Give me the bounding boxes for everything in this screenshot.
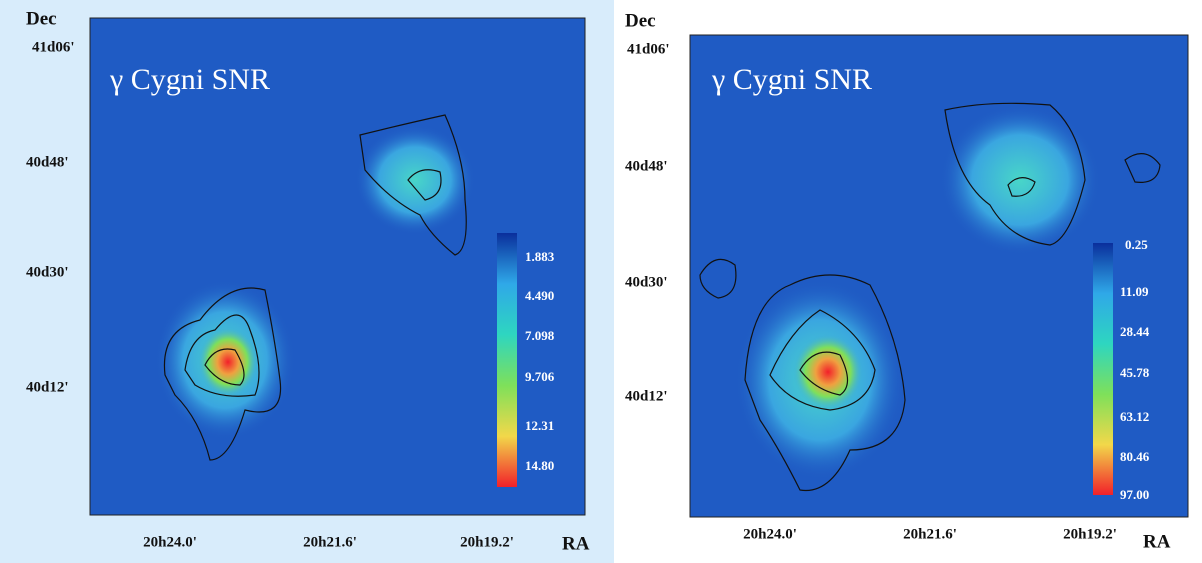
contour: [163, 287, 282, 461]
contour: [184, 314, 260, 397]
contour: [744, 274, 906, 492]
ra-label: RA: [562, 533, 590, 554]
left-panel: Dec RA γ Cygni SNR 41d06' 40d48' 40d30' …: [26, 8, 590, 554]
colorbar-label: 7.098: [525, 328, 555, 343]
emission-core: [793, 334, 863, 410]
colorbar-label: 14.80: [525, 458, 554, 473]
colorbar-label: 9.706: [525, 369, 555, 384]
contour: [944, 102, 1086, 246]
x-label: 20h21.6': [903, 526, 957, 542]
x-label: 20h24.0': [143, 534, 197, 550]
emission: [940, 105, 1100, 255]
contour: [1124, 153, 1161, 183]
dec-label: Dec: [26, 8, 57, 29]
contour: [1007, 177, 1036, 197]
emission: [355, 125, 475, 235]
colorbar-label: 12.31: [525, 418, 554, 433]
x-label: 20h19.2': [460, 534, 514, 550]
y-label: 41d06': [32, 39, 75, 55]
ra-label: RA: [1143, 531, 1171, 552]
colorbar-label: 4.490: [525, 288, 554, 303]
y-label: 40d48': [26, 154, 69, 170]
dec-label: Dec: [625, 10, 656, 31]
colorbar-label: 45.78: [1120, 365, 1150, 380]
x-label: 20h19.2': [1063, 526, 1117, 542]
colorbar-label: 28.44: [1120, 324, 1150, 339]
x-label: 20h24.0': [743, 526, 797, 542]
contour: [769, 309, 876, 411]
colorbar-label: 0.25: [1125, 237, 1148, 252]
contour: [407, 169, 442, 201]
y-label: 41d06': [627, 41, 670, 57]
y-label: 40d30': [625, 274, 668, 290]
contour: [799, 351, 849, 396]
contour: [699, 258, 737, 299]
colorbar-label: 63.12: [1120, 409, 1149, 424]
x-label: 20h21.6': [303, 534, 357, 550]
right-panel: Dec RA γ Cygni SNR 41d06' 40d48' 40d30' …: [625, 10, 1189, 552]
map-title: γ Cygni SNR: [711, 63, 872, 96]
map-title: γ Cygni SNR: [109, 63, 270, 96]
y-label: 40d48': [625, 158, 668, 174]
colorbar-label: 97.00: [1120, 487, 1149, 502]
y-label: 40d12': [26, 379, 69, 395]
colorbar: [1093, 243, 1113, 495]
colorbar-label: 80.46: [1120, 449, 1150, 464]
y-label: 40d30': [26, 264, 69, 280]
contour: [204, 348, 245, 386]
y-label: 40d12': [625, 388, 668, 404]
colorbar-label: 1.883: [525, 249, 555, 264]
colorbar: [497, 233, 517, 487]
colorbar-label: 11.09: [1120, 284, 1149, 299]
contour: [359, 114, 467, 256]
